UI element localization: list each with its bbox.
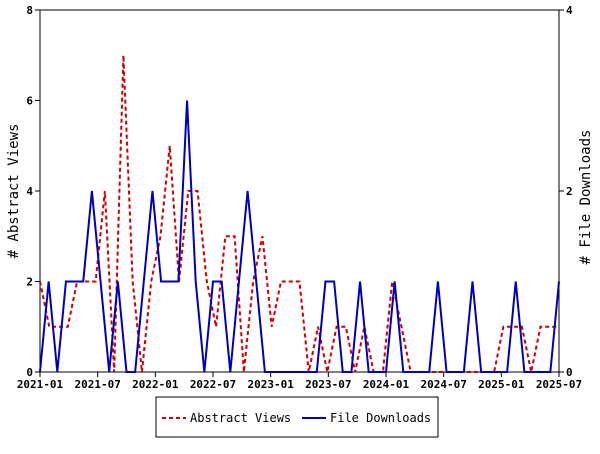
axis-layer: 0 2 4 6 8 0 2 4 2021-01 2021-07 2022-01 2022-07 2023…	[17, 4, 582, 391]
y-left-tick-label: 2	[26, 276, 33, 289]
legend-label-file-downloads: File Downloads	[330, 411, 431, 425]
y-axis-right-title: # File Downloads	[578, 130, 594, 265]
x-tick-label: 2021-07	[74, 378, 120, 391]
y-right-tick-label: 2	[566, 185, 573, 198]
y-axis-left-title: # Abstract Views	[6, 124, 22, 259]
legend-box	[155, 396, 439, 438]
x-tick-label: 2025-01	[478, 378, 525, 391]
series-line-abstract-views	[39, 55, 559, 373]
x-tick-label: 2024-07	[420, 378, 466, 391]
series-line-file-downloads	[39, 100, 560, 373]
x-tick-label: 2024-01	[363, 378, 410, 391]
x-tick-label: 2021-01	[17, 378, 64, 391]
series-layer	[39, 55, 560, 373]
x-tick-label: 2023-07	[305, 378, 351, 391]
x-tick-label: 2025-07	[536, 378, 582, 391]
y-left-tick-label: 8	[26, 4, 33, 17]
y-left-tick-label: 6	[26, 95, 33, 108]
y-left-tick-label: 0	[26, 366, 33, 379]
legend: Abstract Views File Downloads	[155, 396, 439, 438]
legend-label-abstract-views: Abstract Views	[190, 411, 291, 425]
y-left-tick-label: 4	[26, 185, 33, 198]
x-tick-label: 2022-01	[132, 378, 179, 391]
y-right-tick-label: 4	[566, 4, 573, 17]
x-tick-label: 2023-01	[247, 378, 294, 391]
x-tick-label: 2022-07	[190, 378, 236, 391]
plot-area	[39, 9, 560, 373]
y-right-tick-label: 0	[566, 366, 573, 379]
